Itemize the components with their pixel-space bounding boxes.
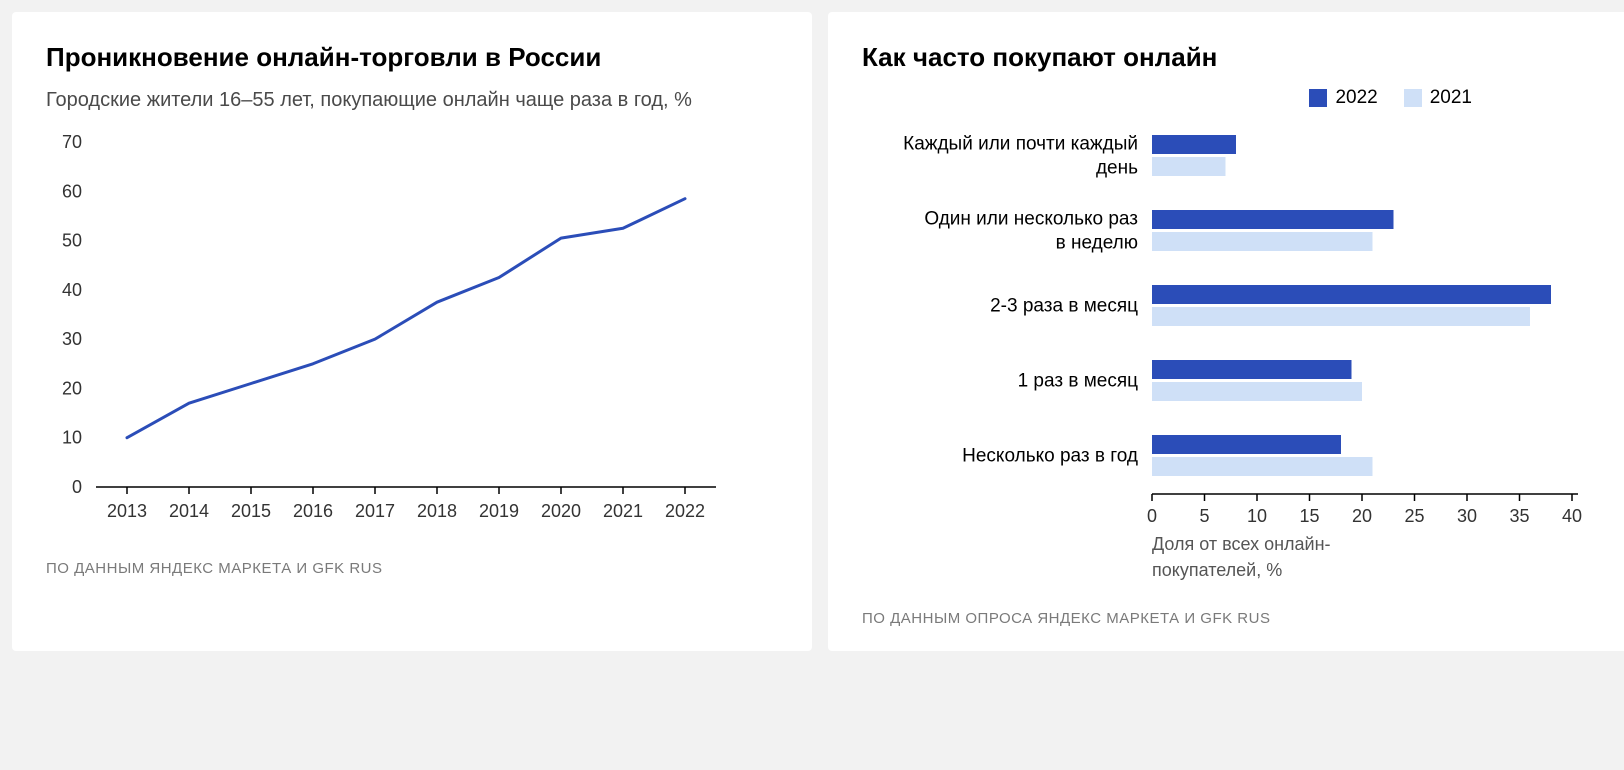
svg-text:2020: 2020 <box>541 501 581 521</box>
legend-item: 2021 <box>1404 87 1472 109</box>
bar-chart-card: Как часто покупают онлайн 2022 2021 Кажды… <box>828 12 1624 651</box>
legend-label: 2021 <box>1430 87 1472 109</box>
svg-text:40: 40 <box>1562 506 1582 526</box>
svg-text:в неделю: в неделю <box>1056 233 1138 254</box>
svg-text:1 раз в месяц: 1 раз в месяц <box>1018 371 1139 392</box>
legend-swatch <box>1404 89 1422 107</box>
svg-text:10: 10 <box>62 428 82 448</box>
svg-text:2-3 раза в месяц: 2-3 раза в месяц <box>990 296 1138 317</box>
svg-text:25: 25 <box>1404 506 1424 526</box>
line-chart-source: ПО ДАННЫМ ЯНДЕКС МАРКЕТА И GFK RUS <box>46 560 778 577</box>
svg-text:20: 20 <box>62 378 82 398</box>
svg-text:2021: 2021 <box>603 501 643 521</box>
svg-text:Один или несколько раз: Один или несколько раз <box>924 209 1138 230</box>
svg-text:40: 40 <box>62 280 82 300</box>
svg-text:2022: 2022 <box>665 501 705 521</box>
svg-text:Несколько раз в год: Несколько раз в год <box>962 446 1138 467</box>
svg-text:50: 50 <box>62 231 82 251</box>
svg-text:2013: 2013 <box>107 501 147 521</box>
line-chart-plot: 0 10 20 30 40 50 60 70 2013 2014 2015 2016 2017 2018 2… <box>46 132 778 532</box>
legend-label: 2022 <box>1335 87 1377 109</box>
svg-text:2015: 2015 <box>231 501 271 521</box>
svg-text:70: 70 <box>62 132 82 152</box>
svg-text:день: день <box>1096 158 1138 179</box>
svg-text:Доля от всех онлайн-: Доля от всех онлайн- <box>1152 534 1331 554</box>
svg-text:0: 0 <box>72 477 82 497</box>
svg-text:20: 20 <box>1352 506 1372 526</box>
svg-text:2017: 2017 <box>355 501 395 521</box>
svg-text:10: 10 <box>1247 506 1267 526</box>
svg-text:5: 5 <box>1199 506 1209 526</box>
line-chart-title: Проникновение онлайн-торговли в России <box>46 42 778 73</box>
svg-text:0: 0 <box>1147 506 1157 526</box>
svg-text:30: 30 <box>62 329 82 349</box>
svg-text:35: 35 <box>1509 506 1529 526</box>
svg-text:2016: 2016 <box>293 501 333 521</box>
line-chart-subtitle: Городские жители 16–55 лет, покупающие о… <box>46 87 778 114</box>
svg-text:15: 15 <box>1299 506 1319 526</box>
bar-chart-source: ПО ДАННЫМ ОПРОСА ЯНДЕКС МАРКЕТА И GFK RU… <box>862 610 1602 627</box>
svg-text:30: 30 <box>1457 506 1477 526</box>
svg-text:покупателей, %: покупателей, % <box>1152 560 1282 580</box>
bar-chart-legend: 2022 2021 <box>862 87 1602 109</box>
dashboard-container: Проникновение онлайн-торговли в России Г… <box>12 12 1624 651</box>
svg-text:2018: 2018 <box>417 501 457 521</box>
svg-text:60: 60 <box>62 181 82 201</box>
bar-chart-title: Как часто покупают онлайн <box>862 42 1602 73</box>
svg-text:2019: 2019 <box>479 501 519 521</box>
svg-text:Каждый или почти каждый: Каждый или почти каждый <box>903 134 1138 155</box>
bar-chart-plot: Каждый или почти каждый день Один или неск… <box>862 127 1602 582</box>
legend-item: 2022 <box>1309 87 1377 109</box>
line-chart-card: Проникновение онлайн-торговли в России Г… <box>12 12 812 651</box>
svg-text:2014: 2014 <box>169 501 209 521</box>
legend-swatch <box>1309 89 1327 107</box>
